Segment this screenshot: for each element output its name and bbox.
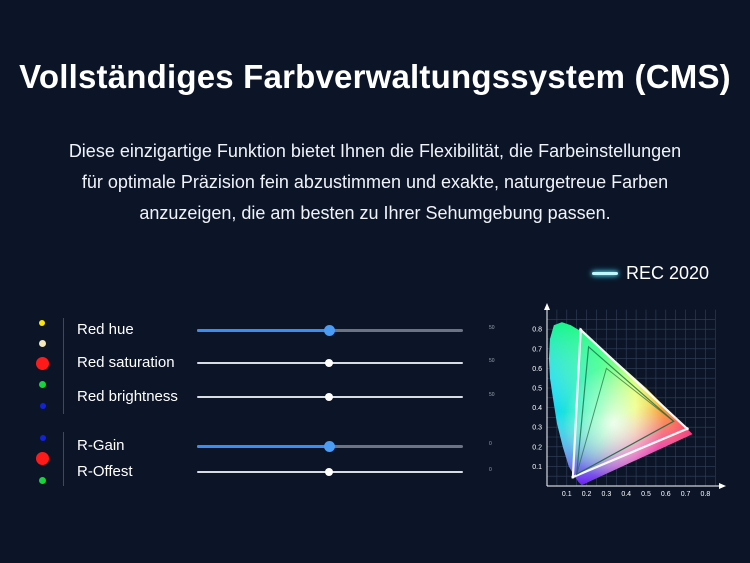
rec2020-vertex [579,328,583,332]
setting-row-red-saturation: Red saturation 50 [77,354,507,372]
slider-thumb[interactable] [325,468,333,476]
rec2020-vertex [571,475,575,479]
setting-label: Red hue [77,321,134,338]
group-divider-line [63,318,64,414]
setting-value: 50 [489,392,495,398]
slider-fill [197,445,330,448]
y-tick-label: 0.8 [532,327,542,334]
chart-legend: REC 2020 [592,262,709,284]
x-tick-label: 0.8 [701,491,711,498]
y-tick-label: 0.2 [532,444,542,451]
y-tick-label: 0.4 [532,405,542,412]
x-tick-label: 0.6 [661,491,671,498]
description-line: für optimale Präzision fein abzustimmen … [81,172,669,192]
y-tick-label: 0.6 [532,366,542,373]
blue-indicator-dot [40,403,46,409]
setting-value: 0 [489,441,492,447]
x-tick-label: 0.1 [562,491,572,498]
setting-label: Red saturation [77,354,175,371]
x-axis-arrow [719,483,726,489]
cie-chart-svg: 0.1 0.2 0.3 0.4 0.5 0.6 0.7 0.8 0.1 0.2 0.3 0.4 0.5 0… [532,303,726,498]
red-hue-slider[interactable] [197,325,463,336]
setting-value: 0 [489,467,492,473]
setting-value: 50 [489,358,495,364]
green-indicator-dot [39,381,46,388]
setting-row-r-offset: R-Offest 0 [77,463,507,481]
slider-thumb[interactable] [324,441,335,452]
red-saturation-slider[interactable] [197,359,463,367]
green-indicator-dot [39,477,46,484]
chart-axes [544,303,726,489]
rec2020-vertex [685,427,689,431]
r-gain-slider[interactable] [197,441,463,452]
setting-label: R-Gain [77,437,125,454]
x-tick-label: 0.7 [681,491,691,498]
legend-line-swatch [592,271,618,275]
inner-gamut-triangle [575,367,675,476]
cream-indicator-dot [39,340,46,347]
cms-settings-panel: Red hue 50 Red saturation 50 Red brightn… [0,300,520,500]
cie-horseshoe-white [549,322,693,485]
description: Diese einzigartige Funktion bietet Ihnen… [30,136,720,229]
y-tick-label: 0.5 [532,386,542,393]
y-tick-label: 0.7 [532,346,542,353]
legend-label: REC 2020 [626,262,710,283]
r-offset-slider[interactable] [197,468,463,476]
description-line: anzuzeigen, die am besten zu Ihrer Sehum… [139,203,611,223]
y-tick-label: 0.3 [532,425,542,432]
yellow-indicator-dot [39,320,45,326]
x-tick-label: 0.3 [602,491,612,498]
slider-thumb[interactable] [325,359,333,367]
setting-row-red-brightness: Red brightness 50 [77,388,507,406]
slider-fill [197,329,330,332]
x-tick-label: 0.2 [582,491,592,498]
x-tick-label: 0.5 [641,491,651,498]
setting-value: 50 [489,325,495,331]
slider-thumb[interactable] [324,325,335,336]
setting-label: R-Offest [77,463,133,480]
setting-row-r-gain: R-Gain 0 [77,437,507,455]
slider-thumb[interactable] [325,393,333,401]
page-title: Vollständiges Farbverwaltungssystem (CMS… [19,58,731,95]
description-line: Diese einzigartige Funktion bietet Ihnen… [68,141,682,161]
chart-gamut [549,322,693,485]
chart-tick-labels: 0.1 0.2 0.3 0.4 0.5 0.6 0.7 0.8 0.1 0.2 0.3 0.4 0.5 0… [532,327,710,498]
blue-indicator-dot [40,435,46,441]
setting-label: Red brightness [77,388,178,405]
x-tick-label: 0.4 [621,491,631,498]
group-divider-line [63,432,64,486]
y-axis-arrow [544,303,550,310]
red-indicator-dot [36,452,49,465]
red-brightness-slider[interactable] [197,393,463,401]
cie-chromaticity-chart: 0.1 0.2 0.3 0.4 0.5 0.6 0.7 0.8 0.1 0.2 0.3 0.4 0.5 0… [510,298,730,508]
rec2020-triangle [571,327,690,479]
red-indicator-dot [36,357,49,370]
setting-row-red-hue: Red hue 50 [77,321,507,339]
y-tick-label: 0.1 [532,464,542,471]
